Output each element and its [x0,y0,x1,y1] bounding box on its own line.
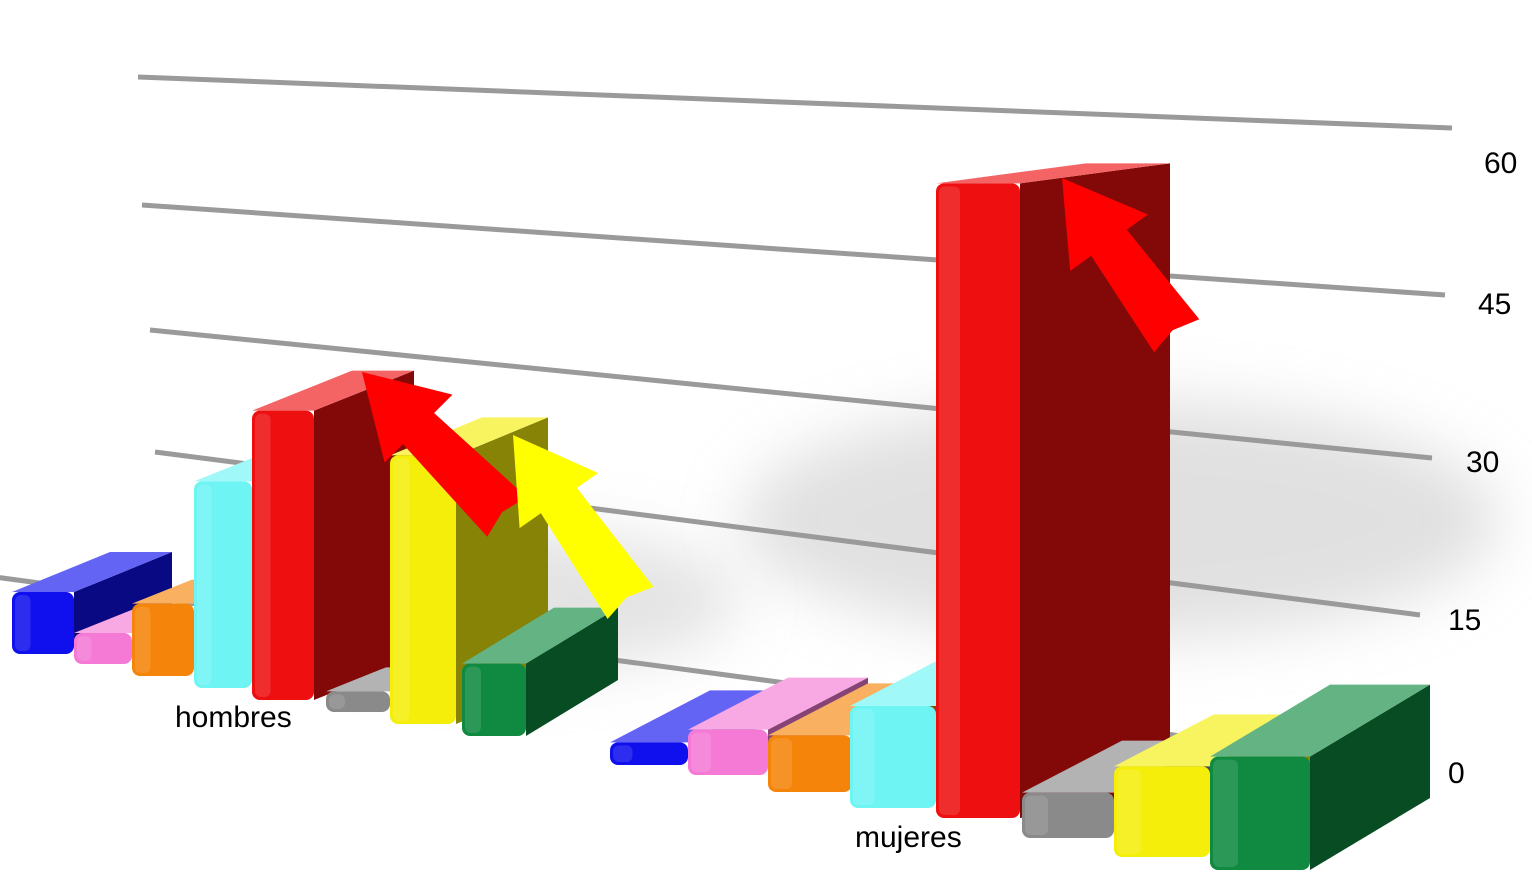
y-tick-label: 0 [1448,757,1465,790]
annotation-arrows [362,178,1200,619]
bar [1210,684,1430,870]
bar [462,607,618,736]
y-tick-label: 60 [1484,147,1517,180]
y-tick-label: 15 [1448,604,1481,637]
gridline [141,202,1446,298]
category-label: hombres [175,701,292,734]
y-tick-label: 30 [1466,446,1499,479]
y-axis-ticks: 0 15 30 45 60 [1448,147,1517,790]
bar-group-hombres [12,370,618,736]
gridline [137,74,1453,131]
gridline [149,327,1433,461]
annotation-arrow [513,435,654,619]
bar [936,163,1170,819]
bars [12,163,1430,870]
category-label: mujeres [855,821,962,854]
bar-group-mujeres [610,163,1430,870]
annotation-arrow [362,372,527,537]
y-tick-label: 45 [1478,288,1511,321]
category-labels: hombres mujeres [175,701,962,854]
annotation-arrow [1062,178,1200,353]
